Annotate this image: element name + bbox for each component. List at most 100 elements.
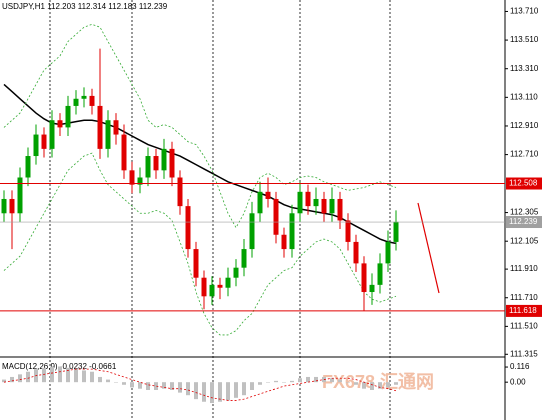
level-label-box (506, 304, 542, 317)
candle-body (17, 177, 23, 214)
macd-bar (130, 382, 134, 388)
macd-bar (26, 371, 30, 383)
candle-body (345, 220, 351, 242)
candle-body (97, 105, 103, 149)
macd-bar (210, 382, 214, 404)
candle-body (161, 148, 167, 171)
candle-body (81, 95, 87, 99)
candle-body (193, 249, 199, 278)
candle-body (129, 170, 135, 185)
macd-bar (394, 382, 398, 385)
candle-body (73, 98, 79, 106)
candle-body (369, 284, 375, 293)
candle-body (145, 156, 151, 178)
candle-body (9, 198, 15, 214)
candle-body (297, 191, 303, 214)
macd-bar (66, 367, 70, 383)
bollinger-band (3, 152, 397, 336)
candle-body (225, 277, 231, 288)
macd-bar (250, 382, 254, 390)
candle-body (185, 206, 191, 250)
candle-body (385, 241, 391, 264)
macd-bar (314, 376, 318, 383)
y-tick-label: 113.710 (510, 7, 539, 16)
trend-annotation (417, 202, 440, 294)
candle-body (241, 249, 247, 268)
macd-bar (242, 382, 246, 396)
macd-bar (10, 376, 14, 383)
macd-bar (98, 376, 102, 383)
level-label: 111.618 (509, 306, 537, 315)
macd-bar (362, 382, 366, 389)
macd-bar (354, 382, 358, 385)
macd-bar (258, 382, 262, 385)
y-tick-label: 113.510 (510, 35, 539, 44)
y-tick-label: 0.00 (510, 377, 526, 386)
y-tick-label: 111.510 (510, 321, 538, 330)
macd-bar (114, 382, 118, 383)
last-price-box (506, 216, 542, 229)
candle-body (361, 263, 367, 293)
y-tick-label: 112.305 (510, 208, 539, 217)
macd-bar (138, 382, 142, 389)
y-tick-label: 113.110 (510, 92, 538, 101)
bollinger-band (3, 23, 397, 229)
macd-bar (186, 382, 190, 396)
candle-body (1, 198, 7, 214)
candle-body (329, 198, 335, 214)
level-label-box (506, 177, 542, 190)
candle-body (65, 105, 71, 128)
candle-body (265, 191, 271, 199)
macd-bar (330, 378, 334, 383)
candle-body (209, 284, 215, 297)
candle-body (41, 134, 47, 149)
macd-bar (90, 371, 94, 383)
y-tick-label: 111.910 (510, 264, 538, 273)
candle-body (153, 156, 159, 171)
y-tick-label: 111.315 (510, 349, 538, 358)
candle-body (233, 267, 239, 278)
candle-body (121, 134, 127, 171)
macd-bar (146, 382, 150, 390)
candle-body (113, 120, 119, 135)
y-tick-label: 0.116 (510, 362, 530, 371)
macd-bar (370, 382, 374, 390)
candle-body (57, 120, 63, 128)
candle-body (105, 120, 111, 149)
candle-body (25, 156, 31, 178)
candle-body (289, 213, 295, 250)
watermark: FX678 汇通网 (322, 372, 434, 392)
macd-bar (338, 379, 342, 383)
macd-bar (306, 376, 310, 383)
candle-body (49, 120, 55, 149)
macd-bar (170, 382, 174, 390)
macd-bar (202, 382, 206, 402)
macd-bar (282, 382, 286, 383)
macd-bar (290, 380, 294, 383)
candle-body (377, 263, 383, 285)
macd-bar (18, 374, 22, 383)
y-tick-label: 112.710 (510, 150, 539, 159)
candle-body (249, 213, 255, 250)
candle-body (217, 284, 223, 288)
macd-bar (2, 379, 6, 383)
last-price-label: 112.239 (509, 217, 538, 226)
macd-bar (82, 370, 86, 383)
macd-bar (74, 369, 78, 383)
candle-body (337, 198, 343, 221)
macd-bar (386, 382, 390, 388)
macd-bar (162, 382, 166, 389)
candle-body (257, 191, 263, 214)
macd-bar (106, 379, 110, 383)
candle-body (281, 234, 287, 250)
chart-title: USDJPY,H1 112.203 112.314 112.183 112.23… (2, 2, 168, 11)
candle-body (201, 277, 207, 297)
candle-body (313, 198, 319, 207)
macd-bar (58, 366, 62, 383)
macd-bar (50, 366, 54, 383)
macd-bar (194, 382, 198, 400)
y-tick-label: 112.105 (510, 236, 539, 245)
candle-body (169, 148, 175, 178)
macd-bar (378, 382, 382, 389)
candle-body (353, 241, 359, 264)
